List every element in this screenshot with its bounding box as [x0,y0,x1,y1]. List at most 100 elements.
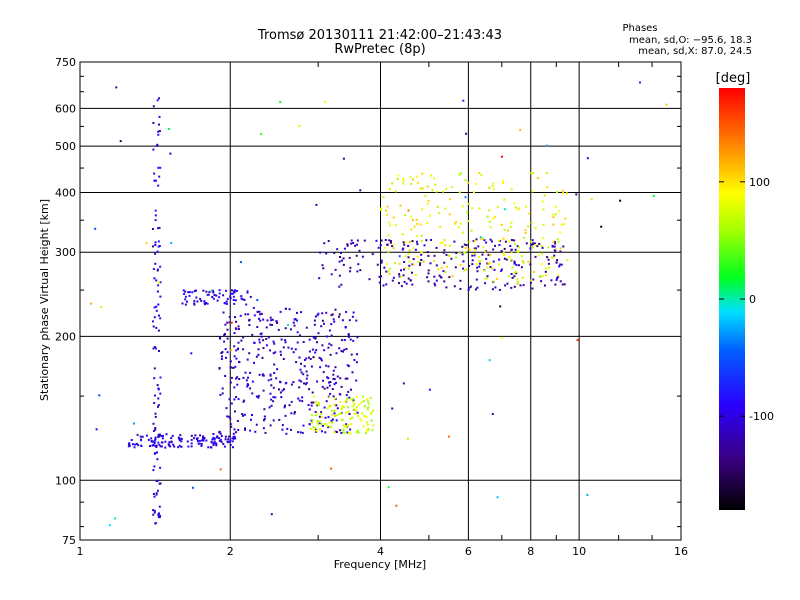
data-point [372,409,375,412]
data-point [652,194,655,197]
data-point [385,283,388,286]
data-point [554,213,557,216]
data-point [384,239,387,241]
data-point [416,240,418,243]
data-point [253,341,256,344]
data-point [205,439,208,442]
data-point [324,431,327,434]
data-point [552,240,555,243]
data-point [162,434,164,437]
data-point [423,260,426,263]
data-point [346,364,349,367]
data-point [427,199,430,202]
data-point [153,442,156,444]
data-point [249,387,252,390]
data-point [411,271,413,274]
data-point [325,400,328,403]
data-point [463,243,466,246]
data-point [160,434,163,437]
data-point [259,319,262,322]
data-point [511,266,514,269]
data-point [235,320,237,323]
data-point [340,432,343,434]
data-point [273,363,276,366]
data-point [94,227,97,230]
data-point [234,316,236,319]
data-point [262,339,265,342]
data-point [213,438,216,441]
data-point [325,311,328,314]
data-point [224,333,226,335]
data-point [316,380,319,383]
data-point [450,257,453,260]
data-point [502,179,505,182]
data-point [330,334,333,337]
data-point [256,326,259,328]
data-point [168,443,171,446]
data-point [331,409,334,412]
data-point [342,350,344,353]
data-point [332,369,335,372]
data-point [193,437,196,440]
data-point [426,185,429,188]
data-point [458,252,461,255]
data-point [548,266,550,269]
data-point [416,181,419,184]
data-point [156,269,159,272]
data-point [368,278,371,281]
data-point [384,246,387,249]
data-point [412,178,414,181]
data-point [225,356,227,359]
data-point [346,243,349,246]
data-point [391,279,394,282]
data-point [408,241,411,243]
data-point [469,285,472,288]
data-point [402,247,405,250]
data-point [488,186,491,189]
data-point [200,444,203,447]
data-point [299,431,302,434]
data-point [314,315,317,318]
data-point [156,250,159,253]
data-point [218,430,221,433]
data-point [184,303,187,306]
data-point [487,262,490,265]
data-point [440,266,443,269]
data-point [270,378,273,381]
data-point [184,298,187,301]
data-point [408,264,411,267]
data-point [270,319,273,322]
data-point [506,282,509,285]
data-point [328,421,331,424]
data-point [341,319,344,322]
data-point [403,261,406,263]
data-point [441,241,444,244]
data-point [317,402,320,404]
data-point [399,204,402,207]
data-point [352,339,355,342]
data-point [196,300,199,303]
data-point [273,342,276,345]
data-point [226,297,229,300]
data-point [497,239,500,242]
data-point [414,248,417,251]
data-point [435,279,438,282]
data-point [464,179,467,182]
data-point [489,238,492,241]
data-point [232,295,235,298]
data-point [225,302,228,305]
data-point [510,286,513,289]
data-point [500,269,503,272]
data-point [437,268,440,271]
data-point [472,240,475,242]
data-point [251,392,254,395]
data-point [279,101,282,104]
data-point [559,250,562,253]
data-point [233,435,236,438]
data-point [155,347,157,350]
data-point [353,359,356,361]
data-point [348,319,351,322]
data-point [260,335,263,338]
data-point [317,423,320,426]
data-point [346,406,349,409]
